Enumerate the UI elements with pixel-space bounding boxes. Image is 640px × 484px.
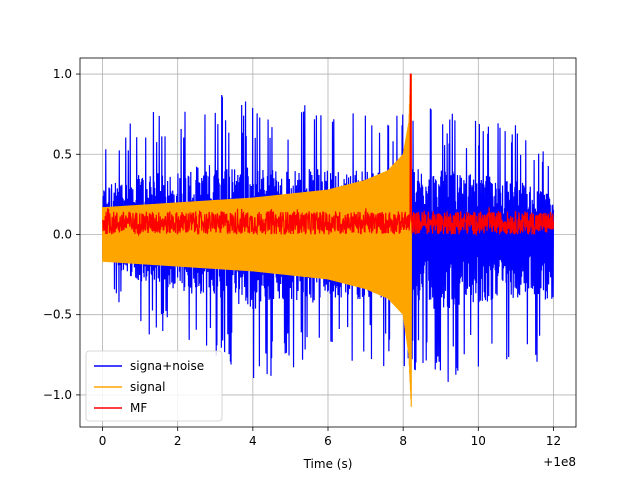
x-axis-label: Time (s) bbox=[303, 457, 353, 471]
y-tick-label: −0.5 bbox=[43, 308, 72, 322]
legend-box bbox=[85, 350, 223, 422]
x-tick-label: 10 bbox=[471, 434, 486, 448]
x-tick-label: 12 bbox=[546, 434, 561, 448]
x-tick-label: 6 bbox=[324, 434, 332, 448]
y-axis-ticks: −1.0 −0.5 0.0 0.5 1.0 bbox=[43, 67, 80, 402]
x-tick-label: 8 bbox=[399, 434, 407, 448]
y-tick-label: −1.0 bbox=[43, 388, 72, 402]
legend: signa+noise signal MF bbox=[85, 350, 223, 422]
x-tick-label: 0 bbox=[99, 434, 107, 448]
x-axis-offset-label: +1e8 bbox=[543, 455, 576, 469]
x-tick-label: 2 bbox=[174, 434, 182, 448]
y-tick-label: 1.0 bbox=[53, 67, 72, 81]
plot-area bbox=[101, 73, 555, 407]
y-tick-label: 0.5 bbox=[53, 147, 72, 161]
legend-label: MF bbox=[130, 401, 147, 415]
y-tick-label: 0.0 bbox=[53, 227, 72, 241]
series-line-signal bbox=[101, 74, 413, 407]
x-axis-ticks: 0 2 4 6 8 10 12 bbox=[99, 427, 561, 448]
series-line-mf bbox=[101, 73, 555, 237]
x-tick-label: 4 bbox=[249, 434, 257, 448]
legend-label: signa+noise bbox=[130, 359, 204, 373]
legend-label: signal bbox=[130, 380, 166, 394]
